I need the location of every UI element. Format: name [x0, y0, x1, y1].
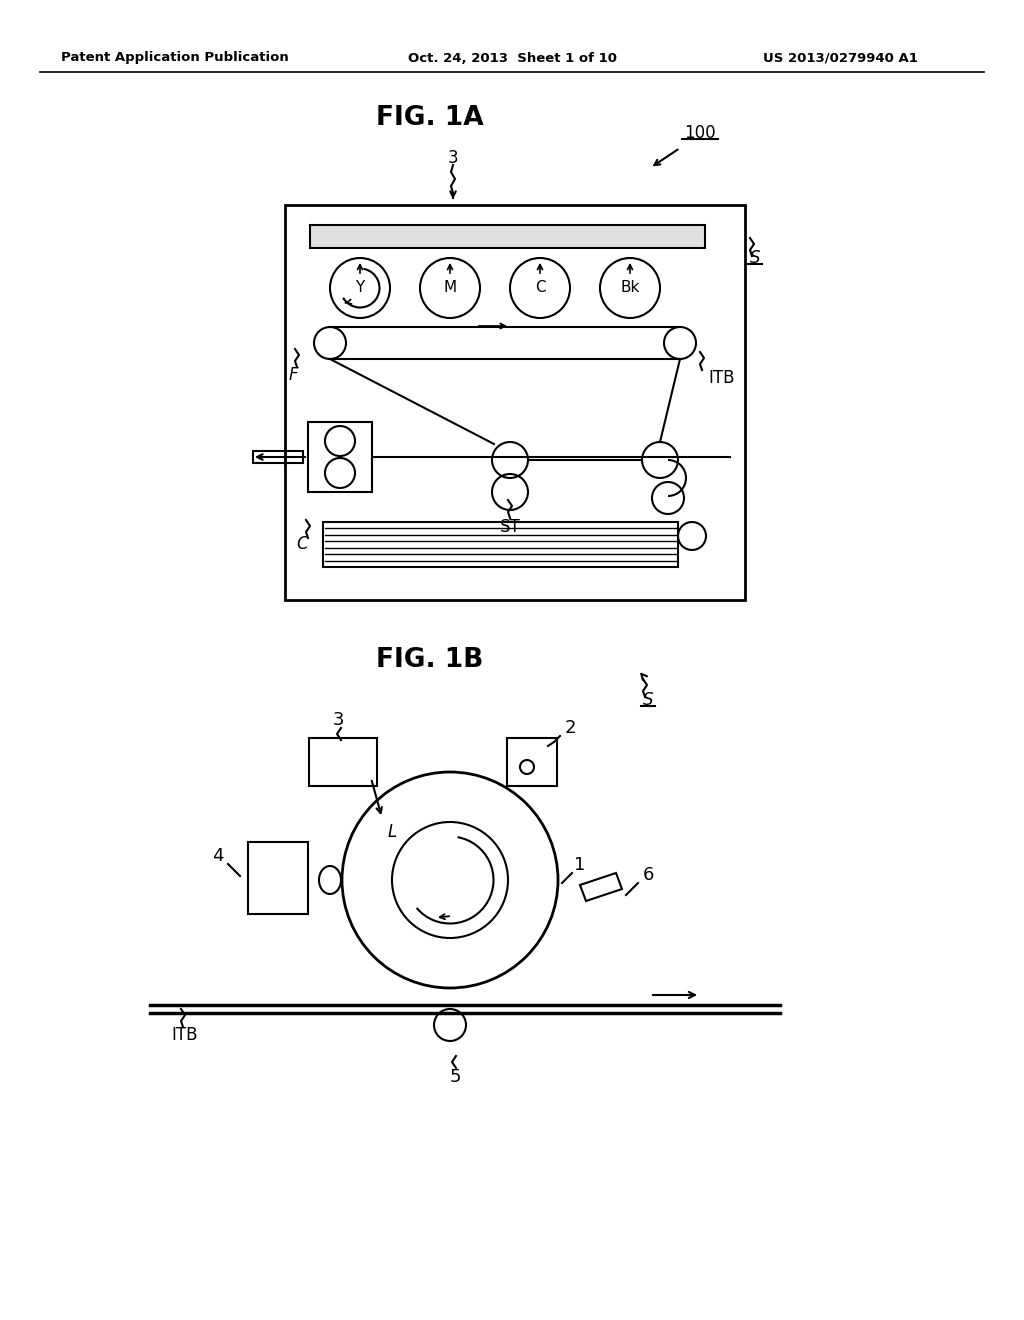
Text: Patent Application Publication: Patent Application Publication: [61, 51, 289, 65]
Bar: [309, 738, 377, 785]
Text: FIG. 1A: FIG. 1A: [376, 106, 483, 131]
Text: 4: 4: [212, 847, 224, 865]
Bar: [308, 422, 372, 492]
Text: C: C: [535, 281, 546, 296]
Text: S: S: [750, 249, 760, 267]
Text: 100: 100: [684, 124, 716, 143]
Text: Bk: Bk: [621, 281, 640, 296]
Text: Y: Y: [355, 281, 365, 296]
Bar: [507, 738, 557, 785]
Text: 3: 3: [447, 149, 459, 168]
Text: Oct. 24, 2013  Sheet 1 of 10: Oct. 24, 2013 Sheet 1 of 10: [408, 51, 616, 65]
Text: ST: ST: [500, 517, 520, 536]
Bar: [248, 842, 308, 913]
Bar: [323, 521, 678, 568]
Text: M: M: [443, 281, 457, 296]
Bar: [285, 205, 745, 601]
Text: 2: 2: [564, 719, 575, 737]
Text: 5: 5: [450, 1068, 461, 1086]
Text: US 2013/0279940 A1: US 2013/0279940 A1: [763, 51, 918, 65]
Text: C: C: [296, 535, 308, 553]
Text: 6: 6: [642, 866, 653, 884]
Text: FIG. 1B: FIG. 1B: [376, 647, 483, 673]
Text: ITB: ITB: [708, 370, 734, 387]
Text: 3: 3: [332, 711, 344, 729]
Text: 1: 1: [574, 855, 586, 874]
Text: L: L: [387, 822, 396, 841]
Bar: [310, 224, 705, 248]
Text: ITB: ITB: [172, 1026, 199, 1044]
Bar: [253, 451, 303, 463]
Text: S: S: [643, 690, 653, 709]
Text: F: F: [288, 366, 298, 384]
